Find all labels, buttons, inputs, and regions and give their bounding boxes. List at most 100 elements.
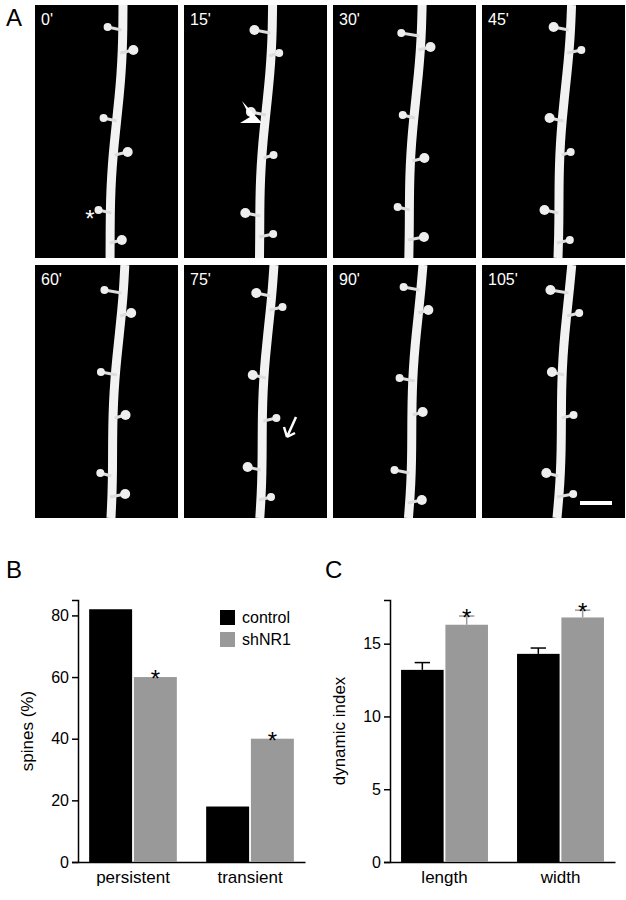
spine-head	[104, 23, 112, 31]
spine-head	[397, 29, 405, 37]
bar	[251, 739, 294, 862]
frame-time: 30'	[339, 11, 360, 28]
significance-mark: *	[268, 727, 277, 754]
x-axis: length width	[391, 862, 616, 887]
legend: controlshNR1	[220, 609, 291, 648]
spine-head	[396, 374, 404, 382]
dendrite	[557, 265, 572, 518]
frame-time: 105'	[488, 271, 518, 288]
y-tick: 10	[363, 708, 390, 725]
significance-mark: *	[578, 598, 587, 625]
plot-area	[89, 609, 294, 862]
spine-head	[279, 303, 287, 311]
spine-head	[126, 308, 136, 318]
error-stem	[538, 648, 540, 654]
tick-label: persistent	[96, 868, 170, 887]
y-axis-title: dynamic index	[330, 676, 349, 785]
spine-head	[267, 493, 275, 501]
axis-line	[72, 601, 79, 863]
spine-head	[248, 370, 258, 380]
spine-head	[545, 113, 555, 123]
tick-mark	[72, 800, 78, 802]
image-frame: 60'	[35, 265, 178, 518]
spine-head	[128, 45, 138, 55]
spine-head	[275, 49, 283, 57]
spine-head	[249, 25, 259, 35]
image-frame: 75'	[184, 265, 327, 518]
spine-head	[419, 232, 429, 242]
figure: A0'*15'30'45'60'75'90'105'B020406080pers…	[0, 0, 626, 900]
marker: *	[85, 205, 94, 232]
frame-time: 15'	[190, 11, 211, 28]
spine-head	[417, 495, 427, 505]
spine-head	[100, 286, 108, 294]
spine-head	[400, 283, 408, 291]
frame-background	[333, 265, 476, 518]
spine-head	[575, 309, 583, 317]
dendrite	[110, 5, 123, 258]
frame-time: 0'	[41, 11, 53, 28]
x-tick: length	[421, 862, 467, 887]
bar	[89, 609, 132, 862]
frame-background	[184, 5, 327, 258]
tick-mark	[72, 862, 78, 864]
tick-mark	[384, 716, 390, 718]
frame-background	[482, 5, 625, 258]
spine-head	[577, 46, 585, 54]
spine-head	[240, 208, 250, 218]
spine-head	[390, 466, 398, 474]
spine-head	[251, 288, 261, 298]
frame-background	[35, 5, 178, 258]
x-tick: width	[540, 862, 581, 887]
dendrite	[111, 265, 125, 518]
frame-time: 60'	[41, 271, 62, 288]
spine-head	[539, 205, 549, 215]
spine-head	[97, 368, 105, 376]
spine-head	[117, 235, 127, 245]
spine-head	[569, 490, 577, 498]
spine-head	[566, 236, 574, 244]
spine-head	[96, 469, 104, 477]
spine-head	[100, 114, 108, 122]
panel-label: A	[6, 4, 22, 31]
tick-label: width	[540, 868, 581, 887]
y-tick: 40	[51, 730, 78, 747]
image-frame: 30'	[333, 5, 476, 258]
tick-label: 0	[372, 854, 381, 871]
tick-mark	[384, 862, 390, 864]
spine-head	[269, 230, 277, 238]
significance-mark: *	[151, 665, 160, 692]
spine-head	[94, 206, 102, 214]
y-tick: 80	[51, 607, 78, 624]
y-tick: 60	[51, 669, 78, 686]
tick-label: 10	[363, 708, 381, 725]
spine-head	[570, 411, 578, 419]
y-tick: 0	[60, 854, 78, 871]
spine-head	[272, 414, 280, 422]
spine-head	[567, 148, 575, 156]
spine-head	[423, 305, 433, 315]
x-axis: persistenttransient	[79, 862, 306, 887]
error-bar	[415, 663, 430, 670]
dendrite	[260, 5, 273, 258]
dendrite	[408, 265, 423, 518]
scale-bar	[580, 501, 612, 505]
dendrite	[260, 265, 274, 518]
frame-time: 75'	[190, 271, 211, 288]
spine-head	[123, 147, 133, 157]
spine-head	[541, 468, 551, 478]
frame-background	[482, 265, 625, 518]
image-frame: 45'	[482, 5, 625, 258]
error-cap	[531, 647, 546, 649]
frame-time: 45'	[488, 11, 509, 28]
x-tick: persistent	[96, 862, 170, 887]
spine-head	[270, 151, 278, 159]
tick-label: 20	[51, 792, 69, 809]
legend-label: shNR1	[242, 631, 291, 648]
legend-swatch	[220, 632, 235, 647]
bar	[561, 617, 604, 862]
legend-swatch	[220, 610, 235, 625]
spine-head	[243, 462, 253, 472]
tick-mark	[384, 643, 390, 645]
frame-time: 90'	[339, 271, 360, 288]
